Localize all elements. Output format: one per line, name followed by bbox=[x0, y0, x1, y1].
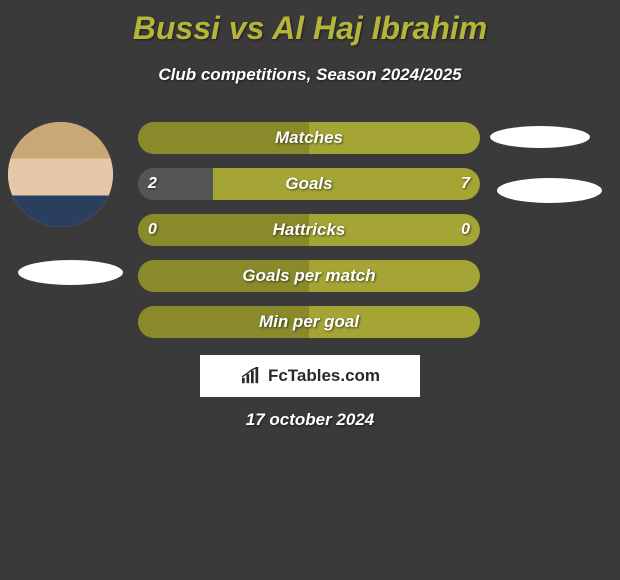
bar-label: Hattricks bbox=[138, 214, 480, 246]
stat-bar-hattricks: 0 Hattricks 0 bbox=[138, 214, 480, 246]
fctables-logo: FcTables.com bbox=[200, 355, 420, 397]
player-right-name-pill bbox=[497, 178, 602, 203]
bar-value-right: 7 bbox=[461, 168, 470, 200]
player-left-avatar bbox=[8, 122, 113, 227]
player-right-avatar-pill bbox=[490, 126, 590, 148]
date-text: 17 october 2024 bbox=[0, 410, 620, 430]
chart-icon bbox=[240, 367, 262, 385]
subtitle: Club competitions, Season 2024/2025 bbox=[0, 65, 620, 85]
bar-label: Goals per match bbox=[138, 260, 480, 292]
bar-value-right: 0 bbox=[461, 214, 470, 246]
stat-bar-matches: Matches bbox=[138, 122, 480, 154]
player-left-name-pill bbox=[18, 260, 123, 285]
stat-bar-min-per-goal: Min per goal bbox=[138, 306, 480, 338]
stat-bar-goals-per-match: Goals per match bbox=[138, 260, 480, 292]
bar-label: Goals bbox=[138, 168, 480, 200]
logo-text: FcTables.com bbox=[268, 366, 380, 386]
page-title: Bussi vs Al Haj Ibrahim bbox=[0, 0, 620, 47]
stat-bars: Matches 2 Goals 7 0 Hattricks 0 Goals pe… bbox=[138, 122, 480, 352]
stat-bar-goals: 2 Goals 7 bbox=[138, 168, 480, 200]
comparison-infographic: Bussi vs Al Haj Ibrahim Club competition… bbox=[0, 0, 620, 85]
bar-label: Matches bbox=[138, 122, 480, 154]
bar-label: Min per goal bbox=[138, 306, 480, 338]
